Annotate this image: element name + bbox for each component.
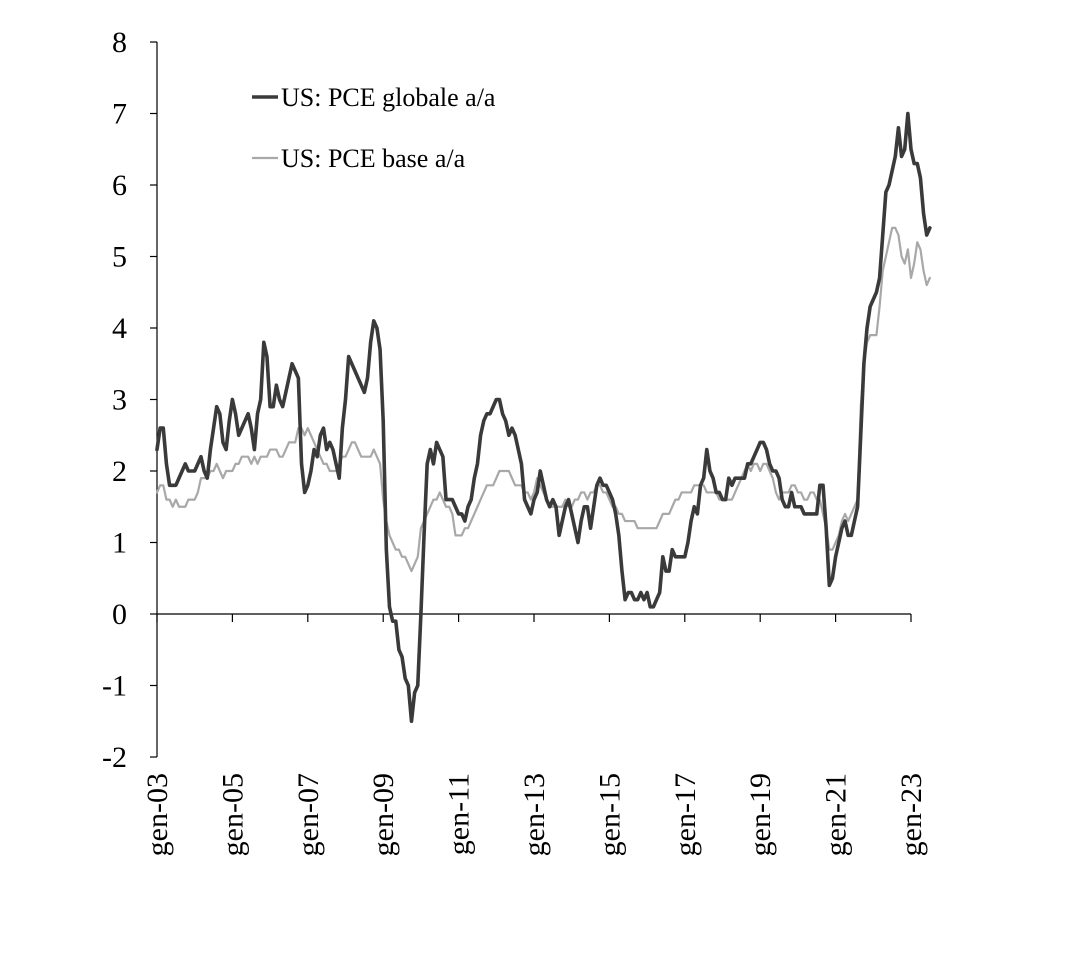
- x-tick-label: gen-07: [292, 773, 325, 856]
- y-tick-label: -1: [102, 670, 127, 703]
- y-tick-label: 3: [112, 384, 127, 417]
- x-tick-label: gen-05: [216, 773, 249, 856]
- y-tick-label: 6: [112, 169, 127, 202]
- legend-label: US: PCE globale a/a: [281, 83, 496, 112]
- y-tick-label: -2: [102, 741, 127, 774]
- y-tick-label: 7: [112, 98, 127, 131]
- legend-label: US: PCE base a/a: [281, 144, 466, 173]
- y-tick-label: 4: [112, 312, 127, 345]
- y-tick-label: 1: [112, 527, 127, 560]
- y-axis: -2 -1 0 1 2 3 4 5 6 7 8: [102, 26, 158, 774]
- x-tick-label: gen-11: [443, 773, 476, 855]
- series-layer: [155, 111, 932, 724]
- y-tick-label: 0: [112, 598, 127, 631]
- x-tick-label: gen-15: [593, 773, 626, 856]
- x-tick-label: gen-17: [669, 773, 702, 856]
- x-tick-label: gen-19: [744, 773, 777, 856]
- y-tick-label: 8: [112, 26, 127, 59]
- x-tick-label: gen-09: [367, 773, 400, 856]
- x-axis: gen-03 gen-05 gen-07 gen-09 gen-11 gen-13 gen-…: [141, 613, 928, 856]
- y-tick-label: 2: [112, 455, 127, 488]
- x-tick-label: gen-23: [895, 773, 928, 856]
- series-line-pce-globale: [155, 111, 932, 724]
- y-tick-label: 5: [112, 241, 127, 274]
- x-tick-label: gen-21: [820, 773, 853, 856]
- x-tick-label: gen-13: [518, 773, 551, 856]
- x-tick-label: gen-03: [141, 773, 174, 856]
- legend: US: PCE globale a/a US: PCE base a/a: [252, 83, 496, 173]
